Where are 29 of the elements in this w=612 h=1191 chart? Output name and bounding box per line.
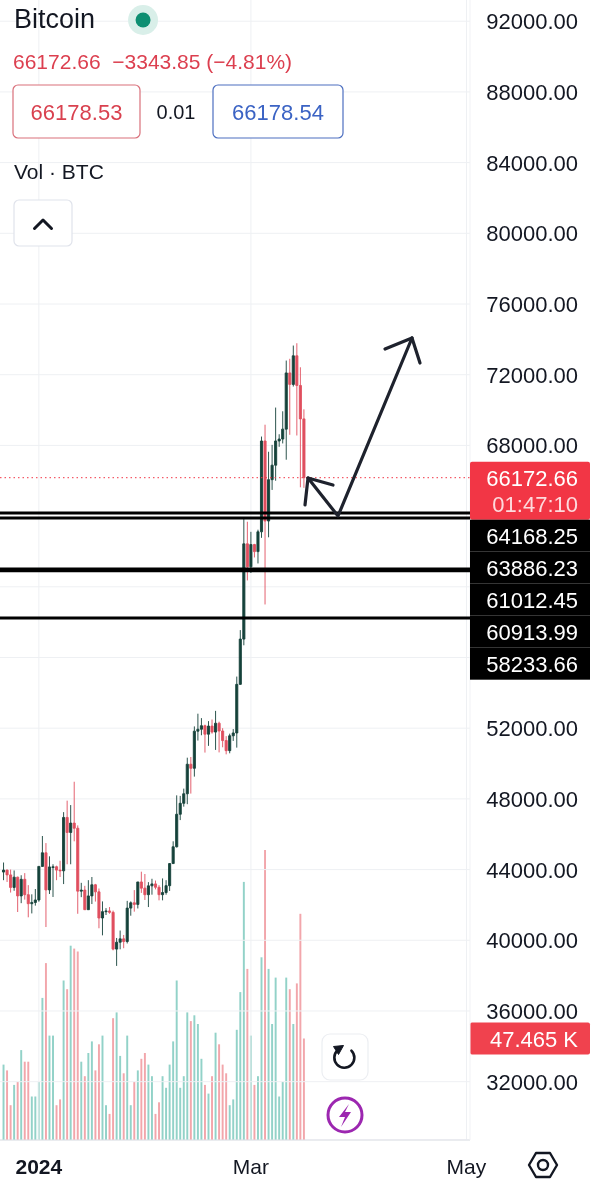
y-tick-label: 84000.00 — [486, 150, 578, 176]
ref-line-label: 60913.99 — [486, 619, 578, 645]
y-tick-label: 48000.00 — [486, 786, 578, 812]
y-tick-label: 40000.00 — [486, 927, 578, 953]
x-tick-label: 2024 — [15, 1154, 63, 1178]
ref-line-label: 66172.66 01:47:10 — [486, 465, 578, 517]
y-tick-label: 72000.00 — [486, 362, 578, 388]
text: 66172.66 −3343.85 (−4.81%) — [13, 49, 293, 73]
y-tick-label: 68000.00 — [486, 432, 578, 458]
ref-line-label: 64168.25 — [486, 523, 578, 549]
ref-line-label: 58233.66 — [486, 651, 578, 677]
annotation: 0.01 — [156, 100, 196, 123]
annotation: 66178.54 — [232, 99, 324, 124]
text: 47.465 K — [489, 1026, 579, 1051]
ref-line-label: 61012.45 — [486, 587, 578, 613]
y-tick-label: 88000.00 — [486, 79, 578, 105]
x-tick-label: Mar — [232, 1154, 269, 1178]
y-tick-label: 44000.00 — [486, 857, 578, 883]
x-tick-label: May — [446, 1154, 487, 1178]
y-tick-label: 32000.00 — [486, 1069, 578, 1095]
annotation: 66178.53 — [30, 99, 123, 124]
chart-title: Bitcoin — [14, 4, 96, 34]
y-tick-label: 80000.00 — [486, 220, 578, 246]
y-tick-label: 76000.00 — [486, 291, 578, 317]
y-tick-label: 92000.00 — [486, 8, 578, 34]
chart-title: Vol · BTC — [14, 159, 104, 183]
ref-line-label: 63886.23 — [486, 555, 578, 581]
y-tick-label: 36000.00 — [486, 998, 578, 1024]
y-tick-label: 52000.00 — [486, 715, 578, 741]
